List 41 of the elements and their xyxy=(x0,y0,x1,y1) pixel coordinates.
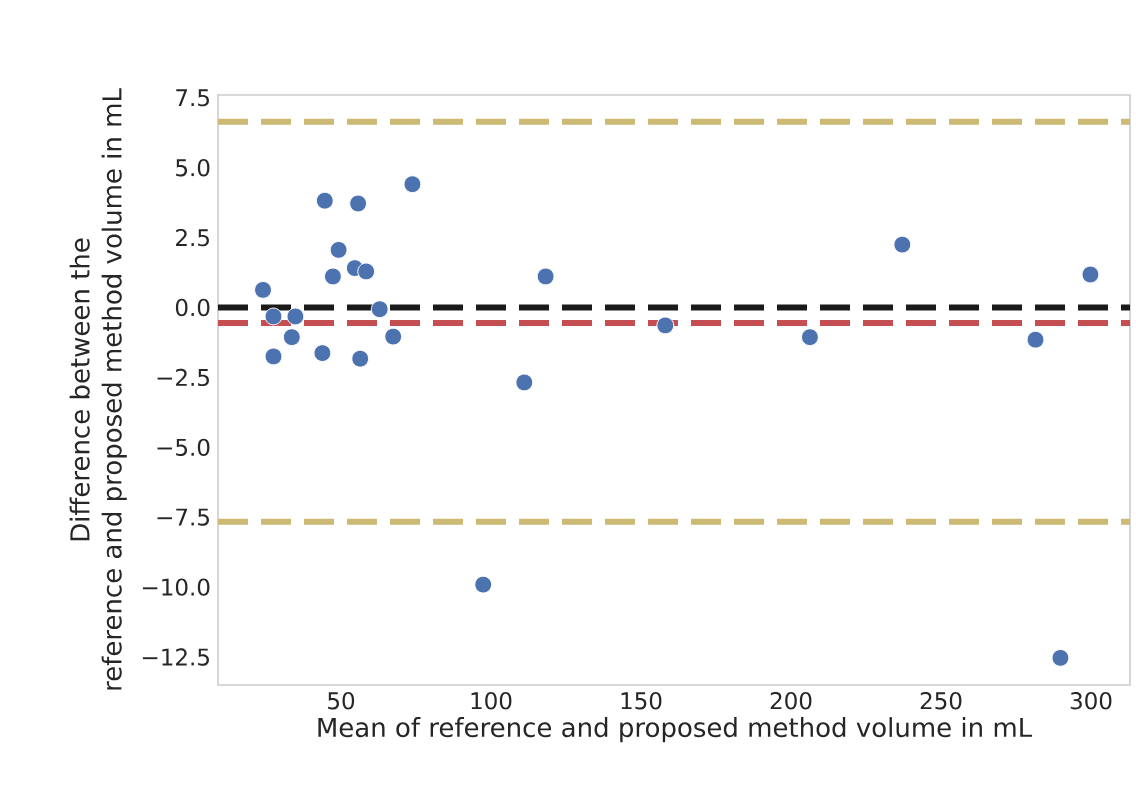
x-tick-label: 50 xyxy=(328,692,355,710)
point xyxy=(313,344,332,362)
point xyxy=(384,327,403,346)
point xyxy=(656,316,675,335)
point xyxy=(282,328,301,347)
point xyxy=(264,307,283,326)
point xyxy=(286,307,305,326)
point xyxy=(1026,330,1045,349)
point xyxy=(264,347,283,366)
point xyxy=(254,280,272,299)
x-axis-title: Mean of reference and proposed method volume in mL xyxy=(318,717,1033,743)
point xyxy=(536,267,555,286)
y-tick-label: −7.5 xyxy=(157,508,209,526)
point xyxy=(315,191,334,210)
x-tick-label: 200 xyxy=(770,692,812,710)
point xyxy=(1051,648,1070,667)
point xyxy=(893,235,912,254)
y-tick-label: 7.5 xyxy=(176,89,209,107)
y-tick-label: −12.5 xyxy=(142,648,209,666)
x-tick-label: 100 xyxy=(471,692,512,710)
y-tick-label: −5.0 xyxy=(157,438,210,456)
point xyxy=(349,194,368,213)
y-tick-label: 2.5 xyxy=(176,228,209,247)
y-tick-label: 5.0 xyxy=(176,159,210,177)
point xyxy=(474,575,493,594)
point xyxy=(329,241,348,259)
point xyxy=(324,267,342,286)
point xyxy=(801,328,819,347)
point xyxy=(1081,265,1100,284)
y-axis-title: Difference between the reference and proposed method volume in mL xyxy=(69,88,127,690)
y-tick-label: −10.0 xyxy=(142,578,210,596)
x-tick-label: 250 xyxy=(920,692,962,710)
x-tick-label: 300 xyxy=(1070,692,1112,710)
point xyxy=(370,300,389,319)
point xyxy=(403,175,422,194)
point xyxy=(515,373,534,392)
point xyxy=(351,349,370,368)
y-tick-label: 0.0 xyxy=(175,298,210,317)
x-tick-label: 150 xyxy=(621,692,662,710)
y-tick-label: −2.5 xyxy=(157,368,209,387)
point xyxy=(357,262,376,281)
